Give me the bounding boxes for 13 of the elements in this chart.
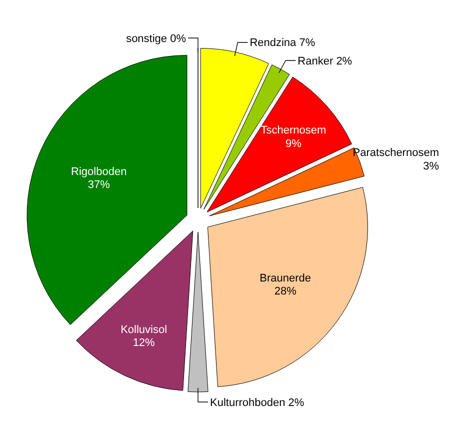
slice-label: Rigolboden (71, 166, 127, 178)
slice-label: Kolluvisol (120, 324, 168, 336)
slice-label: Braunerde (260, 272, 312, 284)
data-label: 37% (88, 179, 110, 192)
data-label: 28% (274, 285, 297, 298)
slice-label: Ranker 2% (298, 55, 352, 68)
data-label: 3% (423, 160, 440, 172)
slice-label: Tschernosem (260, 124, 326, 137)
data-label: 12% (132, 337, 156, 350)
slice-label: Rendzina 7% (250, 37, 316, 50)
data-label: 9% (285, 138, 302, 150)
slice-label: Kulturrohboden 2% (210, 396, 304, 409)
legend-label: sonstige 0% (126, 32, 186, 45)
